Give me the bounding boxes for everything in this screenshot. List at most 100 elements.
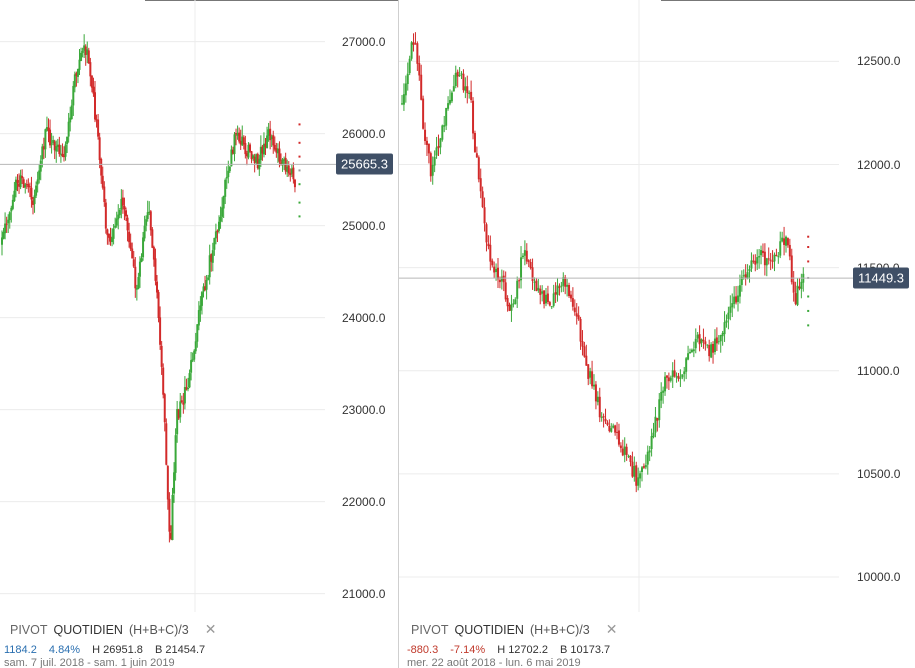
candle-body <box>472 100 475 134</box>
candle-body <box>80 52 83 61</box>
candle-body <box>593 384 595 387</box>
candlestick-plot-right[interactable] <box>399 0 915 668</box>
candle <box>197 301 200 331</box>
remove-indicator-icon[interactable]: ✕ <box>605 621 618 637</box>
candle <box>485 222 488 252</box>
candle <box>412 33 415 52</box>
candle <box>143 215 146 242</box>
last-price-tag: 25665.3 <box>336 153 393 175</box>
candle <box>777 251 780 264</box>
candle-body <box>677 375 680 379</box>
candle-body <box>673 370 676 377</box>
candle <box>568 282 571 298</box>
candlestick-plot-left[interactable] <box>0 0 398 668</box>
candle <box>90 75 93 93</box>
candle <box>149 209 152 236</box>
candle-body <box>188 373 191 388</box>
candle <box>635 461 638 493</box>
candle-body <box>447 103 450 109</box>
candle-body <box>449 100 451 104</box>
candle <box>287 161 290 177</box>
candle <box>497 258 499 288</box>
candle <box>737 285 739 312</box>
candle <box>733 286 736 309</box>
candle-body <box>202 286 205 292</box>
candle-body <box>252 155 255 159</box>
candle <box>769 252 772 271</box>
candle <box>644 454 647 470</box>
candle-body <box>758 256 761 258</box>
candle-body <box>685 358 688 372</box>
candle <box>290 164 293 178</box>
candle-body <box>154 258 157 281</box>
indicator-legend: PIVOT QUOTIDIEN (H+B+C)/3 ✕ <box>10 621 216 638</box>
chart-panel-left[interactable]: 27000.0 26000.0 25000.0 24000.0 23000.0 22000… <box>0 0 398 668</box>
candle-body <box>631 461 634 477</box>
candle-body <box>7 219 10 224</box>
candle <box>669 375 672 383</box>
candle <box>28 182 31 198</box>
candle-body <box>196 324 199 342</box>
candle-body <box>765 258 768 266</box>
indicator-period[interactable]: QUOTIDIEN <box>53 622 123 637</box>
candle-body <box>769 259 772 261</box>
indicator-period[interactable]: QUOTIDIEN <box>454 622 524 637</box>
candle-body <box>414 43 417 45</box>
candle-body <box>259 146 262 161</box>
indicator-formula[interactable]: (H+B+C)/3 <box>529 622 590 637</box>
candle-body <box>754 260 757 265</box>
candle <box>273 136 276 152</box>
candle-body <box>788 244 791 257</box>
candle-body <box>667 377 670 382</box>
candle <box>694 328 697 354</box>
candle-body <box>109 236 112 242</box>
candle-body <box>131 248 134 259</box>
candle <box>702 328 705 349</box>
candle <box>585 344 588 366</box>
candle <box>800 273 803 299</box>
candle <box>87 47 90 64</box>
candle-body <box>286 166 289 172</box>
candle-body <box>575 313 578 317</box>
candle-body <box>244 143 247 155</box>
candle-body <box>713 338 716 353</box>
candle <box>94 81 96 123</box>
candle <box>84 44 87 66</box>
candle-body <box>683 371 686 375</box>
candle-body <box>439 138 442 148</box>
candle <box>443 115 446 133</box>
candle-body <box>654 416 657 433</box>
candle <box>491 258 494 268</box>
candle <box>70 99 73 120</box>
candle <box>24 182 27 194</box>
candle-body <box>114 225 117 228</box>
candle <box>200 291 203 315</box>
pivot-level-dot <box>298 215 301 218</box>
candle <box>69 106 72 132</box>
candle <box>112 224 115 245</box>
y-tick-label: 10500.0 <box>857 466 901 481</box>
candle-body <box>671 370 674 378</box>
candle-body <box>190 360 193 373</box>
candle-body <box>675 376 678 378</box>
remove-indicator-icon[interactable]: ✕ <box>204 621 217 637</box>
candle <box>36 171 39 193</box>
candle-body <box>696 334 699 339</box>
candle <box>431 156 434 185</box>
candle <box>125 207 127 222</box>
candle-body <box>255 154 258 163</box>
chart-panel-right[interactable]: 12500.012000.011500.011000.010500.010000… <box>398 0 915 668</box>
candle <box>658 393 661 428</box>
candle-body <box>42 146 45 150</box>
candle <box>639 470 642 488</box>
candle-body <box>276 148 279 154</box>
candle <box>512 299 515 308</box>
candle-body <box>425 140 428 145</box>
candle <box>548 300 551 307</box>
indicator-formula[interactable]: (H+B+C)/3 <box>128 622 189 637</box>
candle <box>182 393 185 414</box>
candle-body <box>5 223 8 225</box>
candle-body <box>52 140 55 144</box>
candle <box>648 446 651 462</box>
candle <box>63 146 65 162</box>
